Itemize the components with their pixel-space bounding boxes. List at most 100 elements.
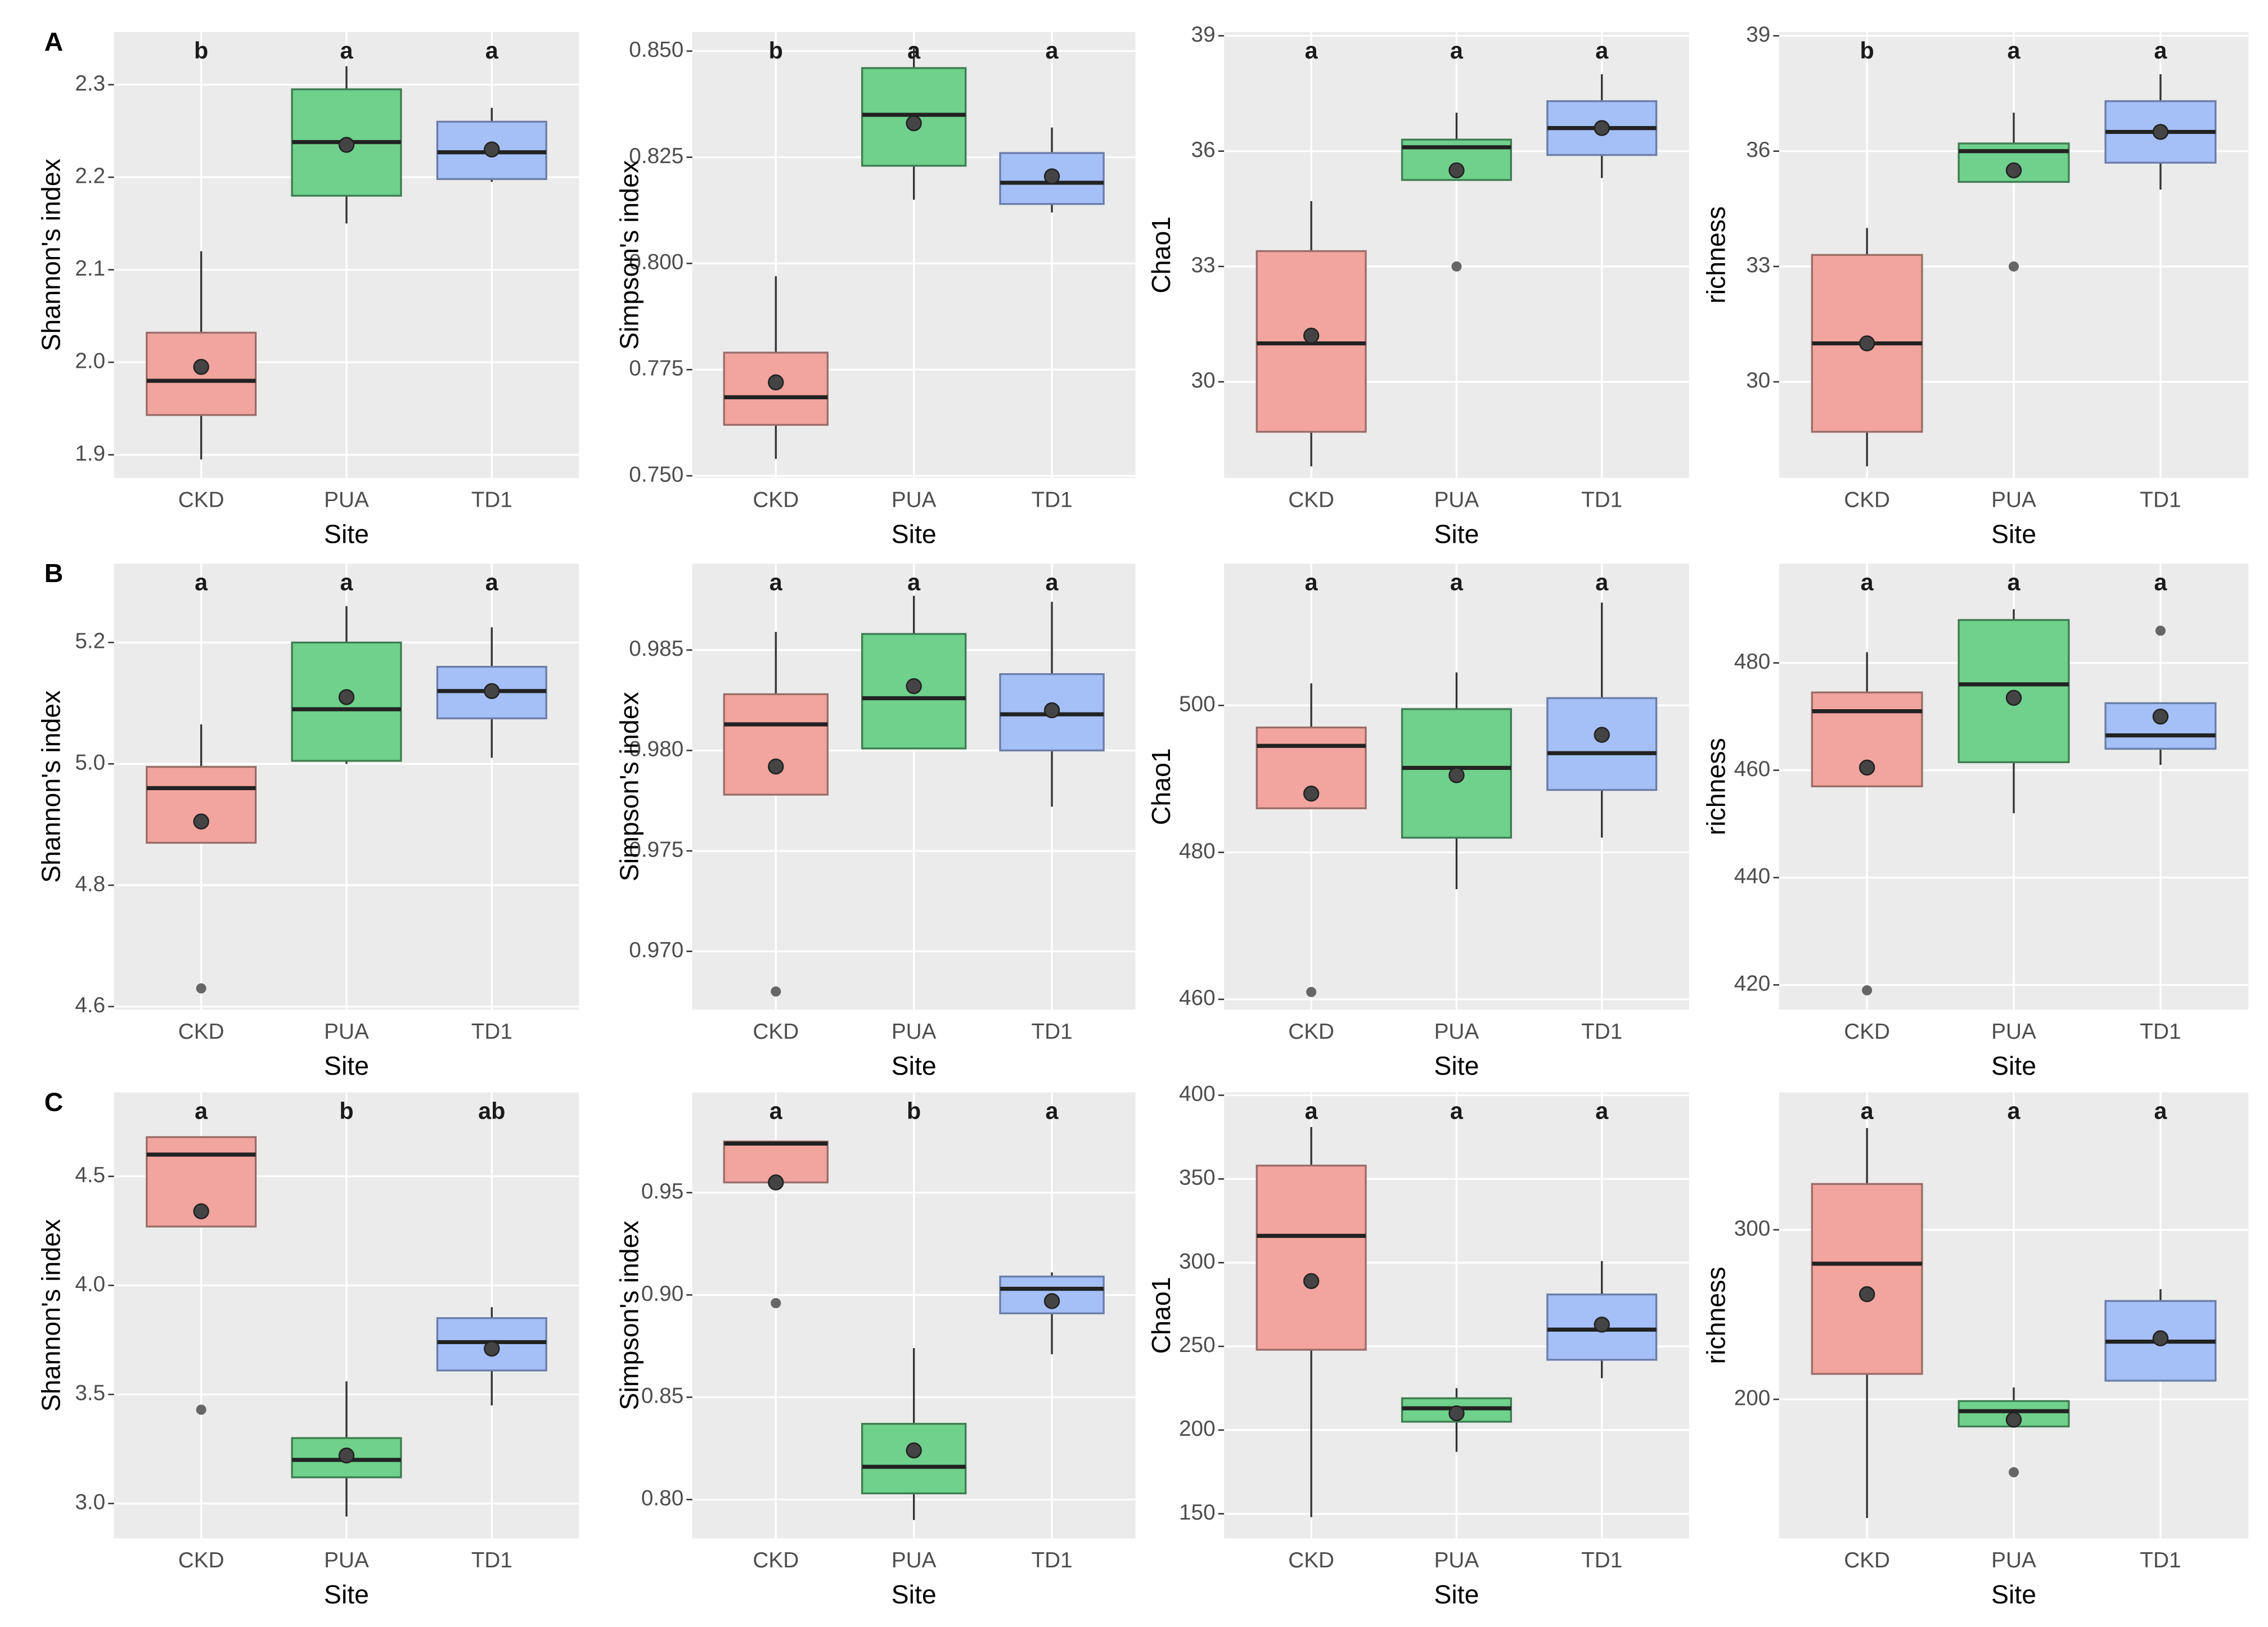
- box: [861, 67, 967, 167]
- group-letter: a: [770, 569, 783, 595]
- group-letter: a: [907, 38, 921, 64]
- y-tick-label: 200: [1734, 1386, 1771, 1410]
- x-tick-label: CKD: [1844, 1020, 1890, 1044]
- group-letter: a: [340, 569, 354, 595]
- y-tick-label: 30: [1191, 368, 1216, 393]
- group-letter: a: [485, 38, 499, 64]
- x-axis-label: Site: [1434, 519, 1479, 548]
- mean: [906, 115, 922, 132]
- y-tick-label: 0.975: [629, 837, 683, 862]
- y-tick-label: 0.90: [641, 1282, 683, 1306]
- group-letter: a: [2008, 38, 2021, 64]
- x-tick-label: CKD: [1844, 488, 1890, 512]
- x-tick-label: PUA: [1991, 1020, 2036, 1044]
- x-tick-label: CKD: [178, 488, 224, 512]
- y-tick-label: 0.80: [641, 1486, 683, 1511]
- panel-label: B: [44, 558, 64, 588]
- box: [1546, 697, 1658, 791]
- x-tick-label: PUA: [1434, 488, 1479, 512]
- y-tick-label: 0.800: [629, 250, 683, 274]
- outlier: [2155, 625, 2166, 636]
- y-tick-label: 0.980: [629, 737, 683, 761]
- y-tick-label: 33: [1746, 253, 1770, 277]
- x-axis-label: Site: [324, 519, 369, 548]
- group-letter: a: [2154, 569, 2167, 595]
- y-tick-label: 200: [1179, 1417, 1216, 1441]
- y-tick-label: 4.6: [75, 993, 105, 1017]
- x-tick-label: TD1: [2140, 1020, 2181, 1044]
- x-tick-label: PUA: [1991, 488, 2036, 512]
- group-letter: a: [1305, 569, 1318, 595]
- group-letter: a: [195, 1098, 208, 1124]
- group-letter: a: [2154, 38, 2167, 64]
- panel-label: C: [44, 1087, 64, 1116]
- x-tick-label: PUA: [1991, 1548, 2036, 1572]
- mean: [906, 678, 922, 695]
- x-tick-label: TD1: [1581, 488, 1622, 512]
- x-axis-label: Site: [324, 1051, 369, 1080]
- group-letter: ab: [478, 1098, 505, 1124]
- x-tick-label: TD1: [471, 1020, 512, 1044]
- y-tick-label: 150: [1179, 1500, 1216, 1525]
- mean: [1448, 1405, 1465, 1422]
- group-letter: a: [1450, 1098, 1464, 1124]
- group-letter: a: [1046, 38, 1059, 64]
- outlier: [2008, 1467, 2019, 1477]
- mean: [1448, 767, 1465, 783]
- group-letter: a: [1305, 1098, 1318, 1124]
- y-axis-label: Shannon's index: [37, 691, 66, 883]
- group-letter: a: [1861, 569, 1874, 595]
- group-letter: a: [1046, 1098, 1059, 1124]
- y-tick-label: 0.95: [641, 1179, 683, 1204]
- x-axis-label: Site: [1991, 1051, 2036, 1080]
- mean: [2152, 124, 2169, 140]
- x-tick-label: PUA: [324, 488, 369, 512]
- x-tick-label: CKD: [178, 1020, 224, 1044]
- mean: [906, 1442, 922, 1459]
- mean: [2005, 162, 2022, 179]
- mean: [484, 683, 500, 699]
- y-tick-label: 400: [1179, 1082, 1216, 1106]
- mean: [1448, 162, 1465, 179]
- group-letter: b: [907, 1098, 921, 1124]
- y-tick-label: 480: [1179, 839, 1216, 863]
- y-tick-label: 300: [1734, 1216, 1771, 1241]
- x-tick-label: CKD: [753, 1020, 799, 1044]
- y-axis-label: Chao1: [1146, 217, 1176, 294]
- y-tick-label: 0.970: [629, 938, 683, 962]
- y-tick-label: 5.2: [75, 629, 105, 653]
- x-tick-label: CKD: [753, 1548, 799, 1572]
- y-axis-label: richness: [1702, 738, 1731, 835]
- y-tick-label: 460: [1734, 757, 1771, 781]
- mean: [338, 1447, 355, 1464]
- y-tick-label: 460: [1179, 986, 1216, 1010]
- x-tick-label: PUA: [892, 1020, 937, 1044]
- x-axis-label: Site: [892, 1580, 937, 1609]
- mean: [1043, 1293, 1060, 1309]
- group-letter: b: [194, 38, 208, 64]
- y-tick-label: 500: [1179, 692, 1216, 716]
- mean: [193, 359, 209, 375]
- box: [146, 765, 257, 844]
- group-letter: a: [907, 569, 921, 595]
- outlier: [1451, 261, 1462, 272]
- mean: [1858, 759, 1875, 776]
- y-tick-label: 39: [1746, 22, 1770, 47]
- y-tick-label: 0.850: [629, 38, 683, 62]
- x-tick-label: TD1: [1581, 1020, 1622, 1044]
- y-axis-label: Shannon's index: [37, 1219, 66, 1412]
- group-letter: a: [340, 38, 354, 64]
- y-tick-label: 5.0: [75, 750, 105, 774]
- x-tick-label: CKD: [178, 1548, 224, 1572]
- outlier: [771, 986, 781, 997]
- group-letter: a: [1595, 569, 1609, 595]
- mean: [484, 141, 500, 157]
- y-axis-label: Simpson's index: [615, 692, 644, 881]
- x-tick-label: TD1: [2140, 1548, 2181, 1572]
- mean: [338, 689, 355, 705]
- group-letter: a: [1450, 569, 1464, 595]
- x-tick-label: PUA: [324, 1548, 369, 1572]
- mean: [1858, 1286, 1875, 1302]
- x-axis-label: Site: [1991, 1580, 2036, 1609]
